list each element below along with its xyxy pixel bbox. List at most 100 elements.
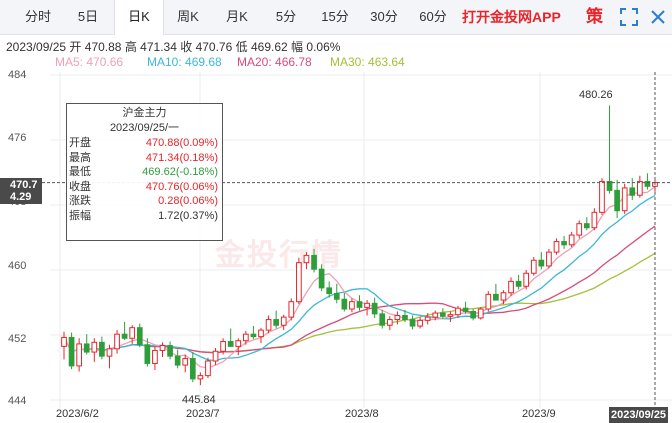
candle-body: [220, 341, 226, 352]
tab-30min[interactable]: 30分: [370, 9, 398, 24]
candle-body: [341, 298, 348, 310]
candle-body: [439, 312, 446, 317]
fullscreen-icon[interactable]: [619, 7, 639, 27]
tooltip-label: 收盘: [69, 180, 91, 193]
candle-body: [402, 315, 408, 321]
candle-body: [182, 358, 189, 366]
candle-body: [599, 180, 605, 213]
close-icon[interactable]: [648, 7, 668, 27]
ma5-legend: MA5: 470.66: [55, 55, 124, 69]
candlestick-chart[interactable]: [0, 72, 672, 408]
candle-body: [189, 358, 196, 380]
candle-body: [591, 211, 598, 229]
candle-body: [538, 259, 545, 267]
tab-5day[interactable]: 5日: [77, 9, 99, 24]
candle-body: [576, 223, 583, 236]
strategy-icon[interactable]: 策: [586, 7, 603, 26]
open-value: 470.88: [84, 40, 122, 54]
y-tick-label: 444: [8, 395, 27, 407]
tooltip-row: 最低 469.62(-0.18%): [67, 165, 222, 180]
candle-body: [629, 187, 636, 196]
candle-body: [553, 241, 560, 253]
candle-body: [614, 189, 620, 212]
tab-60min[interactable]: 60分: [419, 9, 447, 24]
candle-body: [462, 307, 469, 312]
candle-body: [568, 234, 575, 246]
candle-body: [409, 319, 416, 327]
candle-body: [159, 345, 166, 351]
x-tick-label: 2023/7: [186, 408, 220, 420]
tooltip-label: 最低: [69, 166, 91, 178]
candle-body: [121, 333, 128, 339]
high-value: 471.34: [140, 40, 177, 54]
tooltip-title: 沪金主力: [122, 107, 167, 119]
tab-monthly-k[interactable]: 月K: [226, 9, 248, 24]
candle-body: [250, 333, 257, 338]
candle-body: [318, 268, 325, 289]
candle-body: [455, 307, 461, 316]
info-date: 2023/09/25: [6, 40, 67, 54]
high-label: 高: [124, 40, 137, 54]
candle-body: [356, 301, 363, 308]
candle-body: [144, 344, 151, 364]
current-price-tag: 470.7 4.29: [0, 178, 42, 204]
candle-body: [333, 293, 340, 300]
candle-body: [561, 241, 567, 246]
candle-body: [258, 329, 264, 338]
period-tab-bar: 分时 5日 日K 周K 月K 5分 15分 30分 60分 打开金投网APP 策: [0, 0, 672, 35]
candle-body: [129, 327, 136, 339]
price-tag-change: 4.29: [10, 191, 32, 203]
y-tick-label: 484: [8, 69, 27, 81]
tab-5min[interactable]: 5分: [275, 9, 297, 24]
tab-timeshare[interactable]: 分时: [24, 9, 51, 24]
candle-body: [523, 272, 530, 287]
tab-weekly-k[interactable]: 周K: [177, 9, 199, 24]
candle-body: [136, 327, 143, 346]
candle-body: [546, 251, 552, 267]
candle-body: [326, 287, 333, 295]
tooltip-value: 1.72(0.37%): [158, 209, 218, 222]
ohlc-info-row: 2023/09/25 开 470.88 高 471.34 收 470.76 低 …: [6, 38, 340, 55]
candle-body: [265, 319, 272, 331]
candle-body: [447, 314, 454, 317]
candle-body: [227, 341, 234, 347]
tooltip-date: 2023/09/25/一: [109, 122, 180, 134]
candle-body: [273, 319, 280, 326]
candle-body: [485, 293, 492, 310]
amp-value: 0.06%: [306, 40, 341, 54]
ma30-legend: MA30: 463.64: [330, 55, 405, 69]
candle-body: [205, 360, 211, 377]
candle-body: [288, 301, 295, 318]
tooltip-label: 最高: [69, 151, 91, 164]
candle-body: [379, 313, 386, 326]
candle-body: [493, 293, 499, 301]
candle-body: [61, 336, 67, 347]
x-tick-label: 2023/6/2: [56, 408, 99, 420]
candle-body: [606, 180, 613, 191]
tooltip-value: 0.28(0.06%): [158, 195, 218, 207]
candle-body: [644, 180, 651, 187]
candle-body: [91, 341, 98, 353]
amp-label: 幅: [291, 40, 304, 54]
candle-body: [417, 319, 423, 327]
candle-body: [424, 316, 431, 321]
candle-body: [432, 312, 439, 318]
open-label: 开: [69, 40, 82, 54]
candle-body: [174, 355, 181, 366]
candle-body: [114, 333, 120, 350]
tooltip-row: 涨跌 0.28(0.06%): [67, 194, 222, 209]
candle-body: [68, 336, 75, 367]
candle-body: [477, 308, 484, 319]
y-tick-label: 452: [8, 333, 27, 345]
tab-15min[interactable]: 15分: [321, 9, 349, 24]
tooltip-value: 469.62(-0.18%): [142, 166, 218, 178]
tooltip-row: 收盘 470.76(0.06%): [67, 180, 222, 195]
candle-body: [515, 280, 522, 287]
candle-body: [508, 280, 514, 294]
low-label: 低: [235, 40, 248, 54]
open-app-link[interactable]: 打开金投网APP: [462, 9, 561, 25]
tab-daily-k[interactable]: 日K: [114, 0, 164, 35]
tooltip-row: 开盘 470.88(0.09%): [67, 136, 222, 151]
tooltip-value: 470.88(0.09%): [145, 137, 218, 149]
candle-body: [349, 301, 355, 310]
